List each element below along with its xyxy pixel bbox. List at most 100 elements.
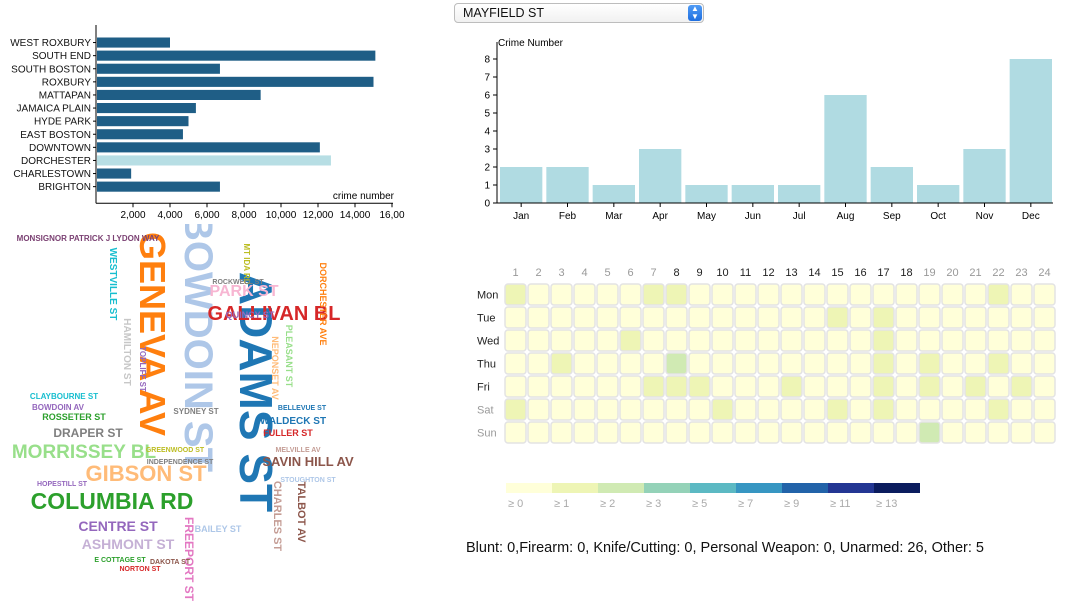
- heatmap-cell[interactable]: [596, 329, 619, 352]
- heatmap-cell[interactable]: [642, 421, 665, 444]
- heatmap-cell[interactable]: [504, 306, 527, 329]
- heatmap-cell[interactable]: [688, 421, 711, 444]
- heatmap-cell[interactable]: [918, 329, 941, 352]
- heatmap-cell[interactable]: [665, 352, 688, 375]
- word-cloud-street[interactable]: DAKOTA ST: [150, 559, 191, 566]
- heatmap-cell[interactable]: [596, 306, 619, 329]
- heatmap-cell[interactable]: [527, 352, 550, 375]
- heatmap-cell[interactable]: [642, 283, 665, 306]
- word-cloud-street[interactable]: ROCKWELL ST: [212, 279, 264, 286]
- heatmap-cell[interactable]: [1010, 398, 1033, 421]
- word-cloud-street[interactable]: PLEASANT ST: [284, 325, 294, 388]
- district-bar[interactable]: [97, 116, 189, 127]
- heatmap-cell[interactable]: [780, 421, 803, 444]
- heatmap-cell[interactable]: [527, 421, 550, 444]
- heatmap-cell[interactable]: [619, 421, 642, 444]
- heatmap-cell[interactable]: [573, 352, 596, 375]
- heatmap-cell[interactable]: [757, 375, 780, 398]
- heatmap-cell[interactable]: [711, 375, 734, 398]
- month-bar[interactable]: [500, 167, 543, 203]
- heatmap-cell[interactable]: [964, 398, 987, 421]
- word-cloud-street[interactable]: NORTON ST: [119, 566, 161, 573]
- heatmap-cell[interactable]: [1033, 352, 1056, 375]
- heatmap-cell[interactable]: [757, 283, 780, 306]
- heatmap-cell[interactable]: [826, 398, 849, 421]
- heatmap-cell[interactable]: [941, 352, 964, 375]
- heatmap-cell[interactable]: [1033, 421, 1056, 444]
- heatmap-cell[interactable]: [642, 352, 665, 375]
- heatmap-cell[interactable]: [504, 398, 527, 421]
- heatmap-cell[interactable]: [711, 329, 734, 352]
- heatmap-cell[interactable]: [734, 421, 757, 444]
- heatmap-cell[interactable]: [619, 306, 642, 329]
- heatmap-cell[interactable]: [964, 306, 987, 329]
- district-bar[interactable]: [97, 89, 261, 100]
- heatmap-cell[interactable]: [987, 375, 1010, 398]
- heatmap-cell[interactable]: [872, 352, 895, 375]
- month-bar[interactable]: [870, 167, 913, 203]
- heatmap-cell[interactable]: [573, 421, 596, 444]
- heatmap-cell[interactable]: [1010, 283, 1033, 306]
- heatmap-cell[interactable]: [688, 352, 711, 375]
- heatmap-cell[interactable]: [757, 329, 780, 352]
- heatmap-cell[interactable]: [895, 398, 918, 421]
- heatmap-cell[interactable]: [757, 352, 780, 375]
- heatmap-cell[interactable]: [665, 329, 688, 352]
- heatmap-cell[interactable]: [941, 421, 964, 444]
- heatmap-cell[interactable]: [872, 306, 895, 329]
- heatmap-cell[interactable]: [711, 398, 734, 421]
- word-cloud-street[interactable]: TOPLIFF ST: [138, 346, 147, 392]
- heatmap-cell[interactable]: [895, 283, 918, 306]
- heatmap-cell[interactable]: [895, 352, 918, 375]
- heatmap-cell[interactable]: [757, 421, 780, 444]
- word-cloud-street[interactable]: FREEPORT ST: [182, 517, 196, 602]
- heatmap-cell[interactable]: [711, 283, 734, 306]
- heatmap-cell[interactable]: [688, 306, 711, 329]
- heatmap-cell[interactable]: [826, 306, 849, 329]
- heatmap-cell[interactable]: [550, 375, 573, 398]
- month-bar[interactable]: [685, 185, 728, 203]
- word-cloud-street[interactable]: BELLEVUE ST: [278, 405, 327, 412]
- heatmap-cell[interactable]: [941, 375, 964, 398]
- heatmap-cell[interactable]: [1033, 398, 1056, 421]
- heatmap-cell[interactable]: [964, 375, 987, 398]
- word-cloud-street[interactable]: WESTVILLE ST: [107, 248, 118, 321]
- heatmap-cell[interactable]: [665, 306, 688, 329]
- heatmap-cell[interactable]: [573, 329, 596, 352]
- district-bar[interactable]: [97, 181, 220, 192]
- heatmap-cell[interactable]: [849, 421, 872, 444]
- heatmap-cell[interactable]: [987, 306, 1010, 329]
- word-cloud-street[interactable]: CHARLES ST: [271, 481, 283, 552]
- heatmap-cell[interactable]: [504, 421, 527, 444]
- heatmap-cell[interactable]: [711, 352, 734, 375]
- heatmap-cell[interactable]: [504, 375, 527, 398]
- district-bar[interactable]: [97, 129, 183, 140]
- heatmap-cell[interactable]: [596, 375, 619, 398]
- heatmap-cell[interactable]: [619, 398, 642, 421]
- heatmap-cell[interactable]: [872, 283, 895, 306]
- heatmap-cell[interactable]: [918, 398, 941, 421]
- heatmap-cell[interactable]: [872, 398, 895, 421]
- heatmap-cell[interactable]: [711, 421, 734, 444]
- heatmap-cell[interactable]: [964, 352, 987, 375]
- heatmap-cell[interactable]: [619, 329, 642, 352]
- word-cloud-street[interactable]: E COTTAGE ST: [94, 557, 146, 564]
- heatmap-cell[interactable]: [872, 329, 895, 352]
- heatmap-cell[interactable]: [964, 283, 987, 306]
- heatmap-cell[interactable]: [734, 352, 757, 375]
- heatmap-cell[interactable]: [849, 306, 872, 329]
- district-bar[interactable]: [97, 76, 374, 87]
- heatmap-cell[interactable]: [987, 352, 1010, 375]
- heatmap-cell[interactable]: [550, 283, 573, 306]
- heatmap-cell[interactable]: [1010, 421, 1033, 444]
- heatmap-cell[interactable]: [688, 398, 711, 421]
- heatmap-cell[interactable]: [803, 329, 826, 352]
- month-bar[interactable]: [963, 149, 1006, 203]
- district-bar[interactable]: [97, 50, 376, 61]
- heatmap-cell[interactable]: [918, 352, 941, 375]
- word-cloud-street[interactable]: STOUGHTON ST: [280, 477, 336, 484]
- heatmap-cell[interactable]: [895, 421, 918, 444]
- heatmap-cell[interactable]: [1010, 375, 1033, 398]
- heatmap-cell[interactable]: [987, 421, 1010, 444]
- heatmap-cell[interactable]: [918, 283, 941, 306]
